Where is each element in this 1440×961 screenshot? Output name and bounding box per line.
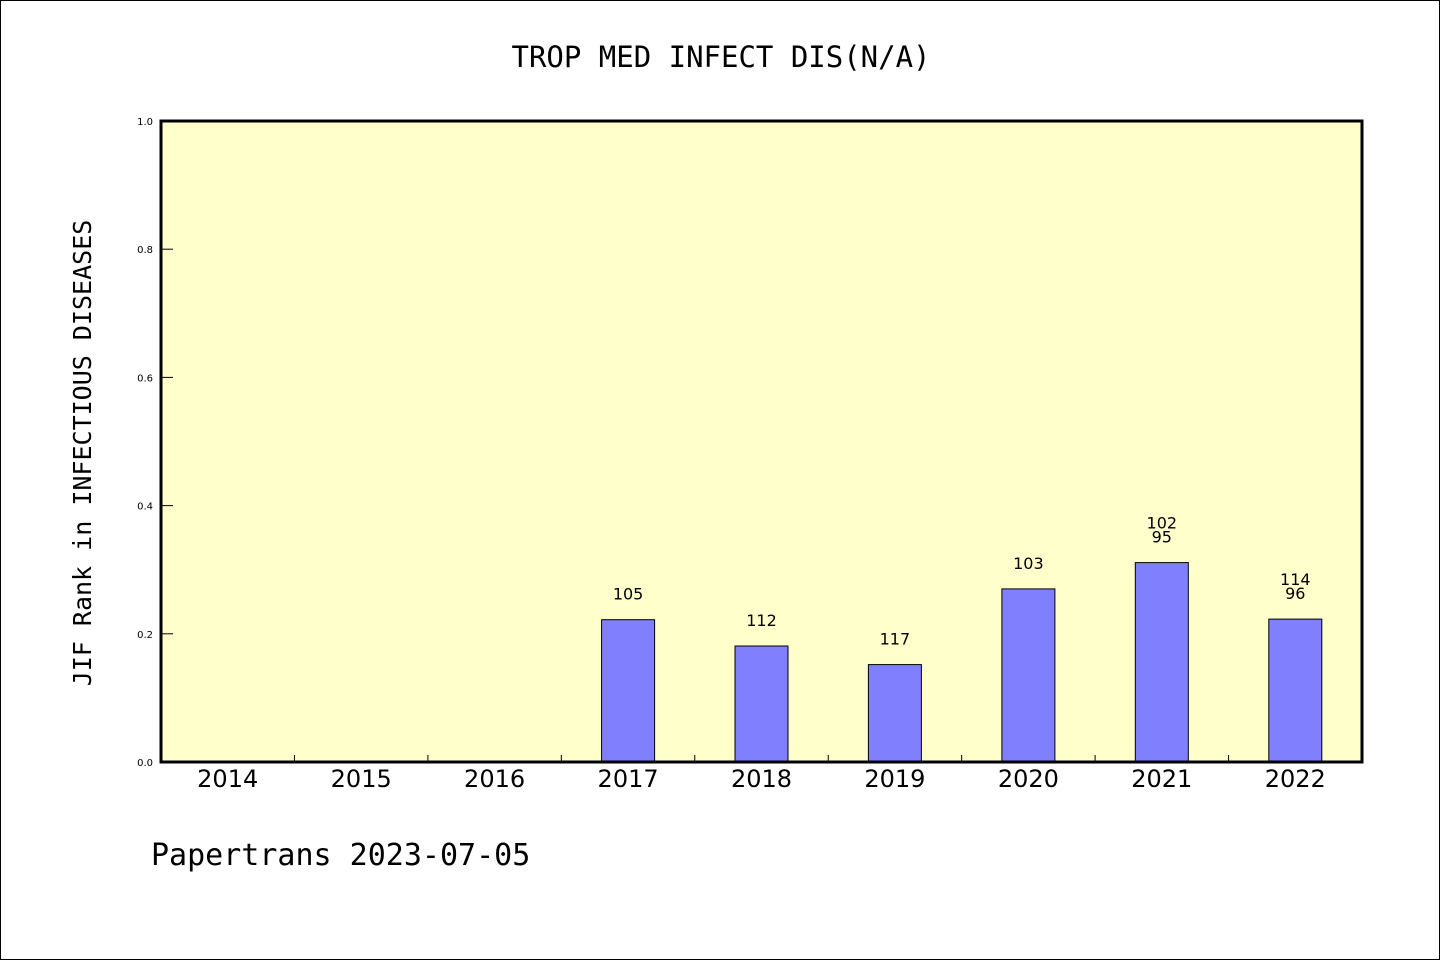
- plot-border: [159, 119, 1364, 764]
- y-tick-label: 1.0: [137, 117, 153, 128]
- bar-label-2017: 105: [613, 585, 644, 604]
- bar-2020: [1001, 588, 1056, 763]
- x-tick-label-2014: 2014: [197, 765, 258, 793]
- bar-2022: [1268, 618, 1323, 763]
- x-tick-label-2016: 2016: [464, 765, 525, 793]
- x-axis-ticks: 2014 2015 2016 2017 2018 2019 2020 2021 2022: [197, 755, 1326, 793]
- x-tick-label-2018: 2018: [731, 765, 792, 793]
- x-tick-label-2019: 2019: [864, 765, 925, 793]
- bar-label-2022-2: 96: [1285, 584, 1305, 603]
- y-tick-label: 0.8: [137, 245, 153, 256]
- bar-label-2021-1: 102: [1147, 514, 1178, 533]
- x-tick-label-2020: 2020: [998, 765, 1059, 793]
- bar-label-2021-2: 95: [1152, 528, 1172, 547]
- footer-stamp: Papertrans 2023-07-05: [151, 838, 530, 873]
- bar-2019: [867, 664, 922, 763]
- x-tick-label-2022: 2022: [1265, 765, 1326, 793]
- bar-label-2018: 112: [746, 611, 777, 630]
- x-tick-label-2017: 2017: [598, 765, 659, 793]
- y-tick-label: 0.6: [137, 373, 153, 384]
- y-tick-label: 0.4: [137, 502, 153, 513]
- chart-title: TROP MED INFECT DIS(N/A): [511, 40, 930, 74]
- bars-layer: [601, 562, 1323, 763]
- bar-2018: [734, 645, 789, 763]
- x-tick-label-2021: 2021: [1131, 765, 1192, 793]
- bar-2021: [1134, 562, 1189, 763]
- bar-label-2020: 103: [1013, 554, 1044, 573]
- bar-label-2019: 117: [880, 630, 911, 649]
- bar-label-2022-1: 114: [1280, 570, 1311, 589]
- y-tick-label: 0.0: [137, 758, 153, 769]
- bar-2017: [601, 619, 656, 763]
- y-axis-label: JIF Rank in INFECTIOUS DISEASES: [68, 220, 97, 687]
- x-tick-label-2015: 2015: [331, 765, 392, 793]
- y-tick-label: 0.2: [137, 630, 153, 641]
